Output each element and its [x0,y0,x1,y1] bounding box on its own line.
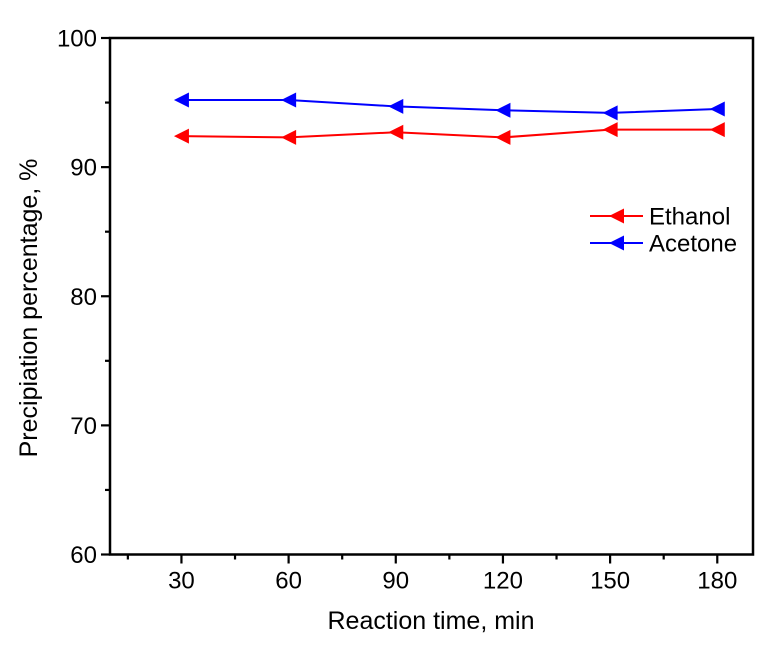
acetone-marker [173,92,189,108]
y-tick-label: 100 [57,26,97,53]
y-axis-title: Precipiation percentage, % [15,159,43,458]
ethanol-marker [281,129,297,145]
acetone-marker [709,101,725,117]
x-tick-label: 60 [275,568,302,595]
ethanol-marker [602,122,618,138]
legend-label: Ethanol [649,204,730,231]
x-tick-label: 30 [168,568,195,595]
y-tick-label: 90 [70,155,97,182]
ethanol-line [181,128,718,139]
x-tick-label: 120 [483,568,523,595]
data-series-group [173,92,725,145]
ethanol-marker [709,122,725,138]
y-tick-label: 70 [70,413,97,440]
y-tick-label: 80 [70,284,97,311]
acetone-marker [281,92,297,108]
axis-ticks-group: 60 70 80 90 100 30 60 90 120 150 180 [57,26,737,595]
legend-item: Acetone [590,231,737,258]
x-tick-label: 180 [697,568,737,595]
plot-frame [108,36,755,556]
ethanol-marker [388,124,404,140]
legend-label: Acetone [649,231,737,258]
ethanol-marker [495,129,511,145]
acetone-line [181,98,718,114]
x-axis-title: Reaction time, min [327,607,534,635]
acetone-marker [495,102,511,118]
legend-item: Ethanol [590,204,730,231]
legend-marker [609,235,624,251]
legend-marker [609,208,624,224]
ethanol-marker [173,128,189,144]
acetone-marker [602,105,618,121]
x-tick-label: 150 [590,568,630,595]
acetone-marker [388,98,404,114]
plot-frame-group [108,36,755,556]
x-tick-label: 90 [382,568,409,595]
y-tick-label: 60 [70,542,97,569]
